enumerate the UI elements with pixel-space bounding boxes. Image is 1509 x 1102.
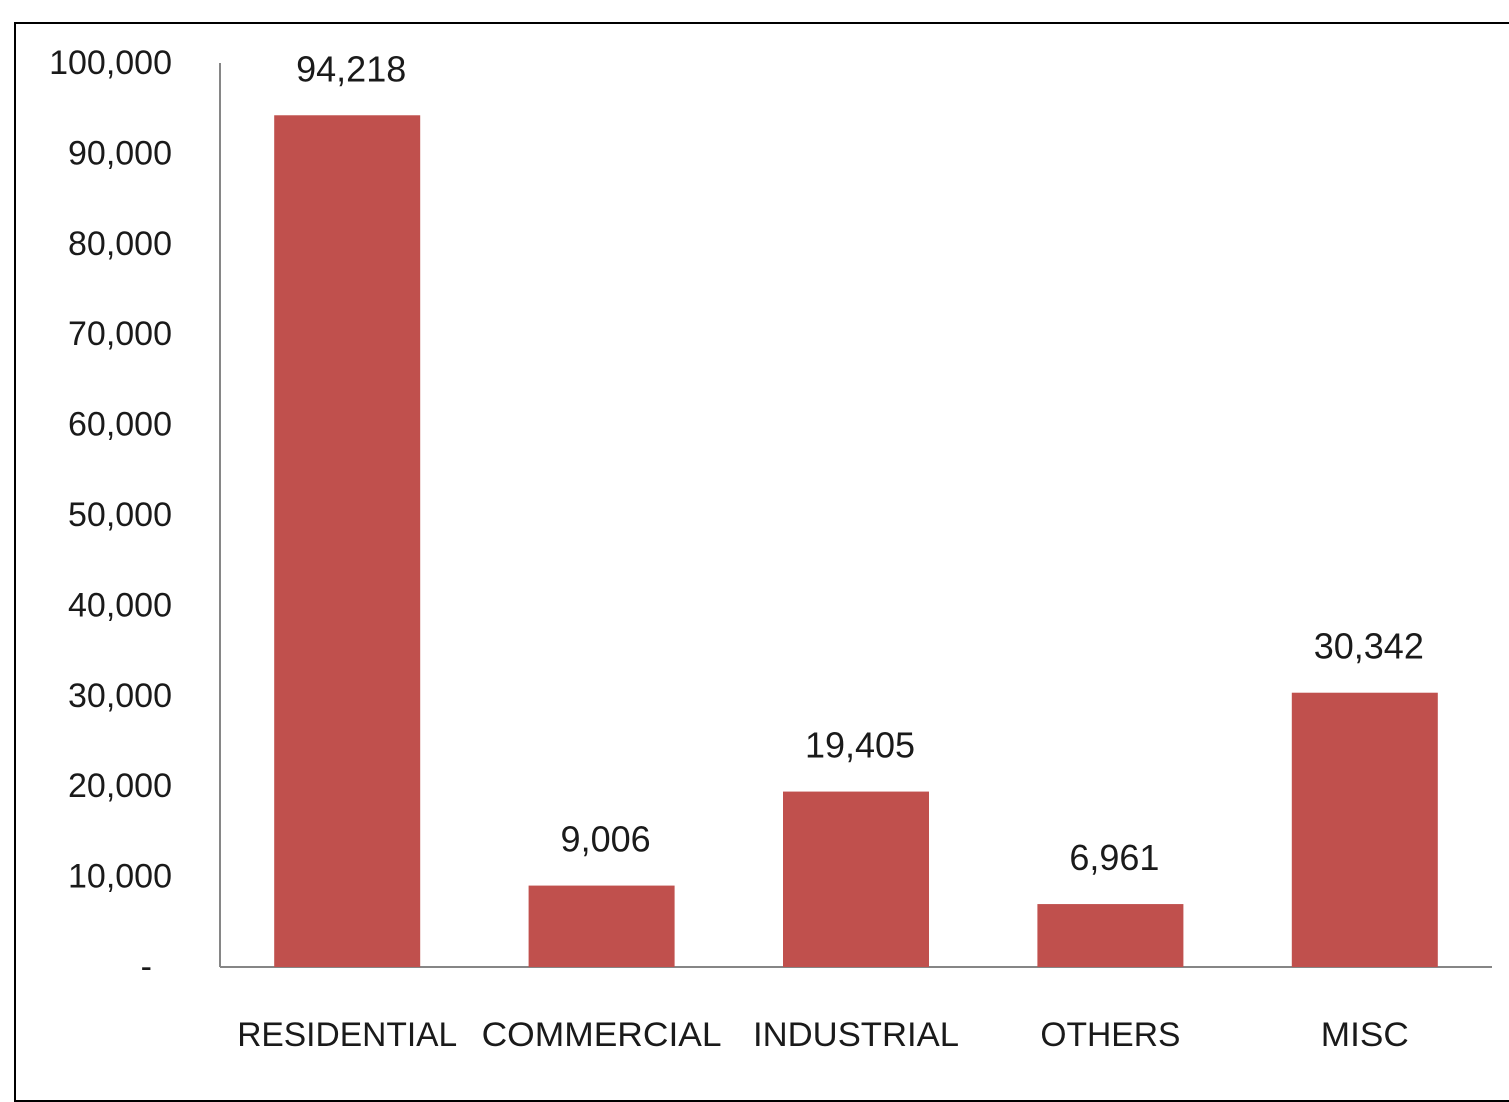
y-tick-label: 90,000 <box>68 134 172 172</box>
bar-industrial <box>783 791 929 967</box>
y-tick-label: 80,000 <box>68 225 172 263</box>
bar-misc <box>1291 692 1438 967</box>
bar-residential <box>274 115 421 967</box>
data-label: 6,961 <box>1069 837 1159 878</box>
y-tick-label: 30,000 <box>68 677 172 715</box>
y-tick-label: 40,000 <box>68 586 172 624</box>
bar-commercial <box>528 885 675 967</box>
y-tick-label: 100,000 <box>49 44 172 82</box>
y-tick-label: 10,000 <box>68 858 172 896</box>
bars <box>274 115 1438 967</box>
y-tick-label: 50,000 <box>68 496 172 534</box>
y-tick-label: 60,000 <box>68 406 172 444</box>
y-axis-tick-labels: - 10,000 20,000 30,000 40,000 50,000 60,000 70,… <box>49 44 172 986</box>
category-label: INDUSTRIAL <box>753 1016 959 1054</box>
data-label: 30,342 <box>1314 626 1424 667</box>
data-label: 94,218 <box>296 48 406 89</box>
data-label: 9,006 <box>561 819 651 860</box>
category-label: OTHERS <box>1040 1016 1180 1054</box>
category-label: COMMERCIAL <box>482 1016 722 1054</box>
x-axis-category-labels: RESIDENTIAL COMMERCIAL INDUSTRIAL OTHERS MIS… <box>237 1016 1409 1054</box>
y-tick-label: - <box>141 948 152 986</box>
bar-others <box>1037 904 1184 967</box>
y-tick-label: 20,000 <box>68 767 172 805</box>
category-label: RESIDENTIAL <box>237 1016 457 1054</box>
category-label: MISC <box>1321 1016 1409 1054</box>
bar-chart: - 10,000 20,000 30,000 40,000 50,000 60,000 70,… <box>49 44 1492 1054</box>
y-tick-label: 70,000 <box>68 315 172 353</box>
data-label: 19,405 <box>805 725 915 766</box>
data-labels: 94,218 9,006 19,405 6,961 30,342 <box>296 48 1424 878</box>
